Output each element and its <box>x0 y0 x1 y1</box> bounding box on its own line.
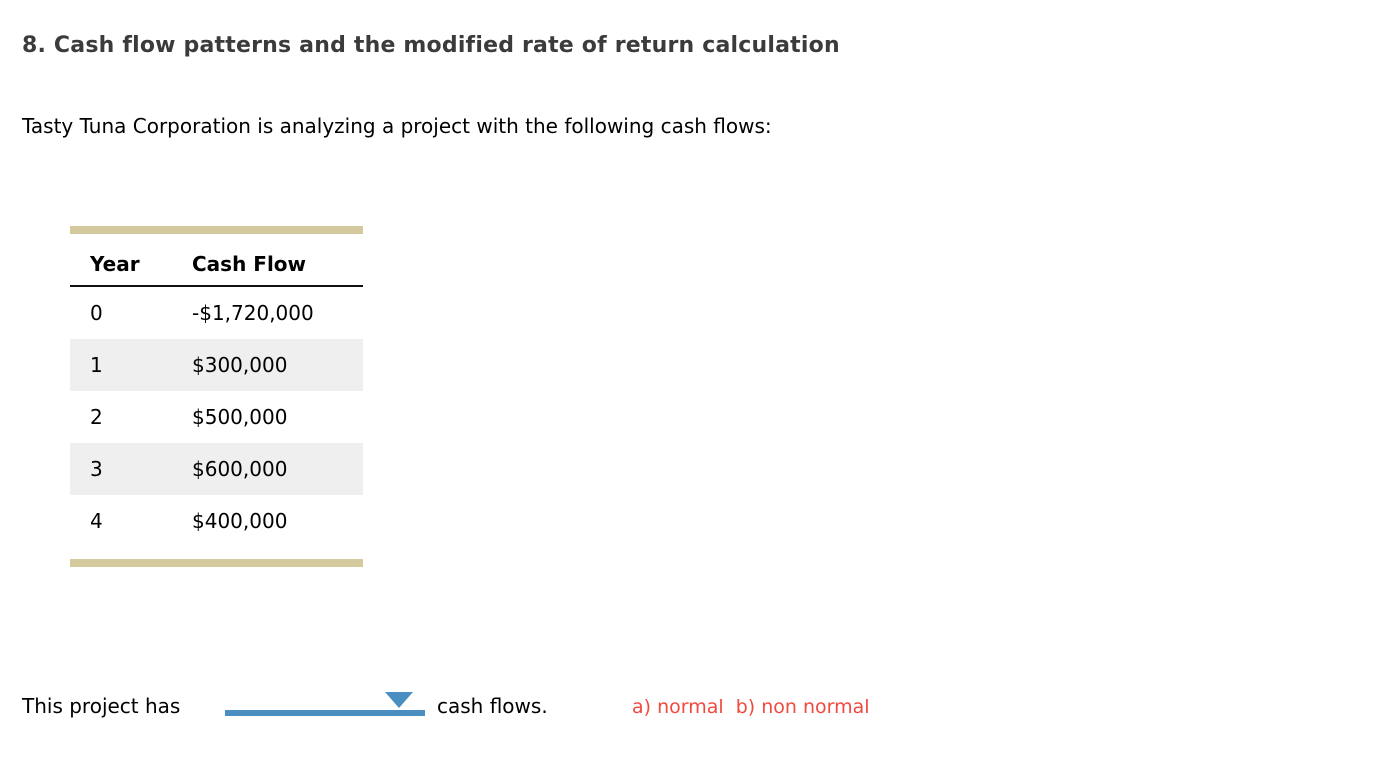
year-cell: 1 <box>90 353 103 377</box>
table-row: 0 -$1,720,000 <box>70 286 363 339</box>
year-cell: 4 <box>90 509 103 533</box>
table-header-row: Year Cash Flow <box>70 234 363 287</box>
table-bottom-accent-bar <box>70 559 363 567</box>
cash-flow-table: Year Cash Flow 0 -$1,720,000 1 $300,000 … <box>70 226 363 567</box>
intro-text: Tasty Tuna Corporation is analyzing a pr… <box>22 114 772 138</box>
year-cell: 2 <box>90 405 103 429</box>
answer-dropdown[interactable] <box>225 692 425 716</box>
cash-flow-cell: $500,000 <box>192 405 288 429</box>
table-row: 3 $600,000 <box>70 443 363 495</box>
cash-flow-cell: $400,000 <box>192 509 288 533</box>
year-cell: 0 <box>90 301 103 325</box>
table-bottom-gap <box>70 547 363 559</box>
cash-flow-data-table: Year Cash Flow 0 -$1,720,000 1 $300,000 … <box>70 234 363 547</box>
table-row: 1 $300,000 <box>70 339 363 391</box>
chevron-down-icon[interactable] <box>385 692 413 708</box>
cash-flow-cell: $300,000 <box>192 353 288 377</box>
question-suffix-text: cash flows. <box>437 694 548 718</box>
question-title: 8. Cash flow patterns and the modified r… <box>22 33 840 58</box>
cash-flow-cell: $600,000 <box>192 457 288 481</box>
cash-flow-cell: -$1,720,000 <box>192 301 314 325</box>
table-row: 4 $400,000 <box>70 495 363 547</box>
year-cell: 3 <box>90 457 103 481</box>
answer-options-hint: a) normal b) non normal <box>632 696 870 718</box>
question-prefix-text: This project has <box>22 694 181 718</box>
year-column-header: Year <box>70 234 192 287</box>
table-top-accent-bar <box>70 226 363 234</box>
table-row: 2 $500,000 <box>70 391 363 443</box>
cash-flow-column-header: Cash Flow <box>192 234 363 287</box>
